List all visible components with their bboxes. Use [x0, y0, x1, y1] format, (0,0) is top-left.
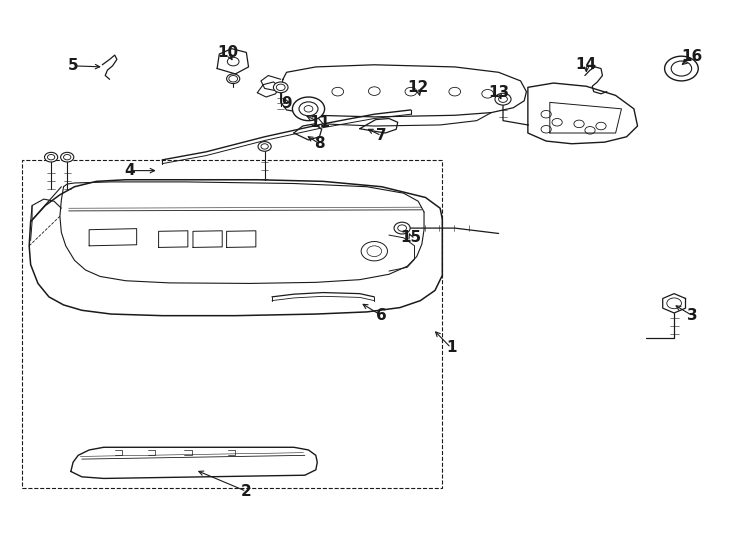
- Text: 6: 6: [377, 308, 387, 323]
- Text: 7: 7: [377, 128, 387, 143]
- Text: 2: 2: [241, 484, 252, 499]
- Text: 11: 11: [309, 115, 330, 130]
- Circle shape: [394, 222, 410, 234]
- Text: 3: 3: [687, 308, 698, 323]
- Text: 16: 16: [682, 49, 703, 64]
- Text: 1: 1: [446, 340, 457, 355]
- Text: 12: 12: [407, 80, 429, 95]
- Text: 14: 14: [575, 57, 597, 72]
- Circle shape: [273, 82, 288, 93]
- Text: 9: 9: [281, 96, 292, 111]
- Text: 8: 8: [314, 136, 324, 151]
- Circle shape: [664, 56, 698, 81]
- Text: 15: 15: [400, 230, 421, 245]
- Text: 4: 4: [124, 163, 134, 178]
- Circle shape: [495, 93, 511, 105]
- Circle shape: [45, 152, 58, 162]
- Text: 13: 13: [488, 85, 509, 100]
- Circle shape: [258, 141, 271, 151]
- Circle shape: [61, 152, 74, 162]
- Text: 10: 10: [217, 45, 239, 60]
- Circle shape: [292, 97, 324, 120]
- Text: 5: 5: [68, 58, 79, 73]
- Circle shape: [227, 74, 240, 84]
